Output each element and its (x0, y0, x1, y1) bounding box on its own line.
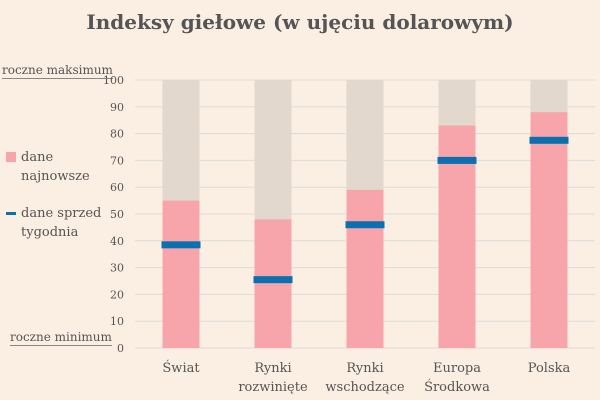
legend-swatch (6, 152, 16, 162)
marker-prior-week (161, 241, 201, 249)
x-tick-label: Rynki (346, 361, 383, 376)
y-tick-label: 10 (110, 315, 124, 328)
x-tick-label: Rynki (254, 361, 291, 376)
marker-prior-week (437, 156, 477, 164)
marker-prior-week (345, 221, 385, 229)
legend-label: dane sprzed tygodnia (21, 206, 102, 240)
x-tick-label: Europa (433, 361, 481, 376)
y-tick-label: 30 (110, 262, 124, 275)
legend-swatch (6, 212, 16, 215)
y-tick-label: 0 (117, 342, 124, 355)
y-tick-label: 50 (110, 208, 124, 221)
bar-latest (530, 112, 568, 348)
x-tick-label: Świat (162, 359, 200, 376)
bottom-label: roczne minimum (10, 330, 112, 346)
chart-title: Indeksy giełowe (w ujęciu dolarowym) (86, 10, 514, 34)
y-tick-label: 40 (110, 235, 124, 248)
legend-item-prior: dane sprzed tygodnia (6, 204, 111, 242)
x-tick-label: wschodzące (325, 380, 404, 395)
y-tick-label: 80 (110, 128, 124, 141)
x-tick-label: Polska (528, 361, 571, 376)
y-tick-label: 20 (110, 288, 124, 301)
marker-prior-week (253, 276, 293, 284)
x-tick-label: Środkowa (424, 378, 490, 395)
y-tick-label: 60 (110, 181, 124, 194)
bar-latest (254, 219, 292, 348)
x-tick-label: rozwinięte (238, 380, 308, 395)
bar-latest (346, 189, 384, 348)
top-label: roczne maksimum (2, 63, 113, 79)
y-tick-label: 90 (110, 101, 124, 114)
y-tick-label: 100 (103, 74, 124, 87)
bar-latest (162, 200, 200, 348)
marker-prior-week (529, 136, 569, 144)
y-tick-label: 70 (110, 154, 124, 167)
legend-item-latest: dane najnowsze (6, 148, 111, 186)
legend-label: dane najnowsze (21, 150, 90, 184)
